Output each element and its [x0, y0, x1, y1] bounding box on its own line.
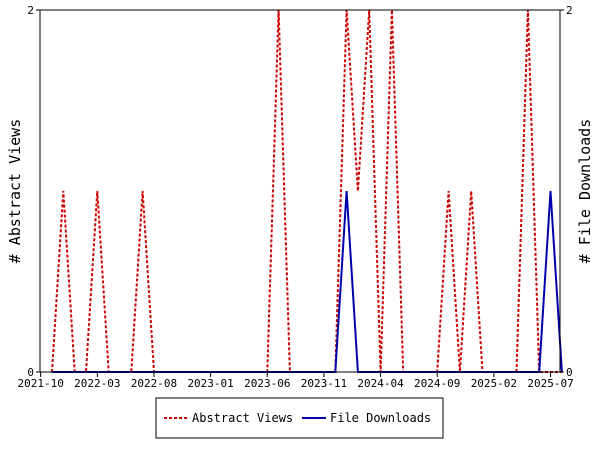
x-tick-label: 2023-06 [244, 377, 290, 390]
x-tick-label: 2024-04 [357, 377, 404, 390]
x-tick-label: 2022-03 [74, 377, 120, 390]
series-line-abstract-views [51, 9, 562, 373]
plot-frame [39, 9, 561, 373]
x-tick-label: 2022-08 [131, 377, 177, 390]
y-axis-title-right: # File Downloads [576, 119, 594, 264]
y-right-tick-label: 2 [566, 4, 573, 17]
legend-box [155, 397, 444, 439]
x-tick-label: 2024-09 [414, 377, 460, 390]
x-tick-label: 2021-10 [17, 377, 63, 390]
legend-entry-abstract-views-label: Abstract Views [192, 411, 293, 425]
y-right-tick-label: 0 [566, 366, 573, 379]
y-left-tick-label: 0 [27, 366, 34, 379]
y-axis-title-left: # Abstract Views [6, 119, 24, 264]
x-tick-label: 2023-11 [301, 377, 347, 390]
y-left-tick-label: 2 [27, 4, 34, 17]
x-tick-label: 2025-07 [527, 377, 573, 390]
x-tick-label: 2023-01 [187, 377, 233, 390]
series-line-file-downloads [52, 190, 563, 373]
x-tick-label: 2025-02 [471, 377, 517, 390]
legend-entry-file-downloads-label: File Downloads [330, 411, 431, 425]
